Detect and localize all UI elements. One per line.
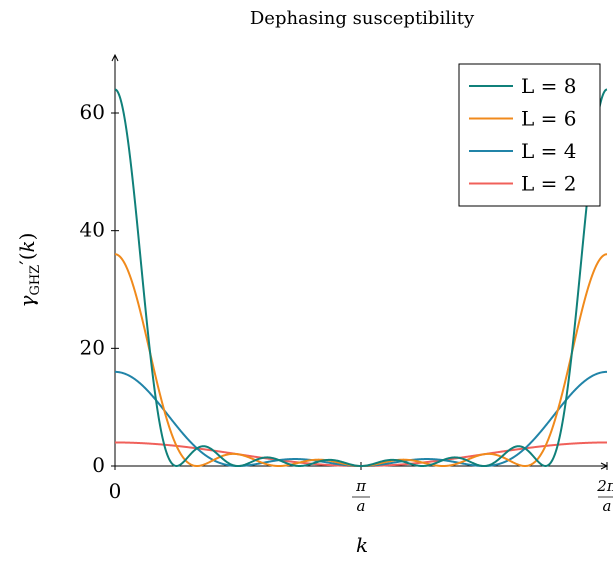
- x-tick-label-denominator: a: [357, 497, 366, 515]
- legend-item: L = 2: [469, 172, 576, 196]
- svg-text:0: 0: [109, 479, 122, 503]
- series-line-L4: [115, 370, 607, 467]
- x-tick-label: πa: [352, 477, 370, 515]
- legend-label: L = 6: [521, 107, 576, 131]
- x-tick-label-denominator: a: [603, 497, 612, 515]
- chart-title: Dephasing susceptibility: [250, 8, 475, 29]
- y-axis-label-subscript: GHZ: [28, 265, 43, 296]
- y-tick-label: 0: [92, 453, 105, 477]
- y-tick-label: 40: [80, 218, 105, 242]
- series-line-L6: [114, 253, 608, 468]
- y-axis-arrow: [111, 53, 119, 62]
- y-tick-label: 60: [80, 100, 105, 124]
- x-axis-label: k: [356, 533, 368, 557]
- legend-label: L = 4: [521, 139, 576, 163]
- legend-item: L = 6: [469, 107, 576, 131]
- x-tick-label-numerator: 2π: [596, 477, 613, 495]
- legend-box: [458, 63, 601, 207]
- legend: L = 8 L = 6 L = 4 L = 2: [458, 63, 601, 207]
- y-tick-label: 20: [80, 335, 105, 359]
- series-line-L8: [114, 88, 608, 468]
- legend-item: L = 4: [469, 139, 576, 163]
- x-tick-label: 2π a: [596, 477, 613, 515]
- x-tick-label-numerator: π: [355, 477, 367, 495]
- legend-label: L = 8: [521, 74, 576, 98]
- ticks: 02040600πa2πa: [80, 100, 613, 515]
- svg-text:γGHZ′(k): γGHZ′(k): [15, 233, 43, 308]
- plot-lines: [114, 88, 608, 468]
- legend-item: L = 8: [469, 74, 576, 98]
- legend-label: L = 2: [521, 172, 576, 196]
- x-tick-label: 0: [109, 479, 122, 503]
- y-axis-label: γGHZ′(k): [15, 233, 43, 308]
